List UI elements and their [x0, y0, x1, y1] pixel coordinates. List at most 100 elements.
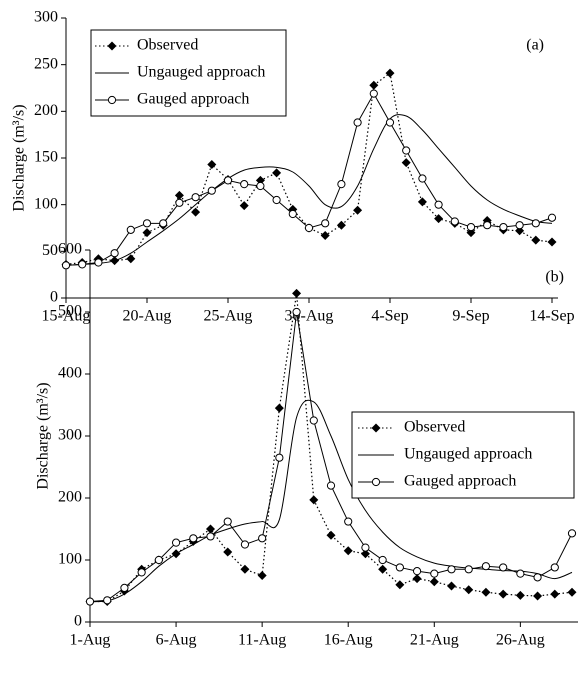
data-point	[369, 80, 379, 90]
legend-label: Gauged approach	[404, 473, 516, 490]
x-tick-label: 30-Aug	[285, 308, 334, 325]
data-point	[447, 565, 456, 574]
data-point	[137, 568, 146, 577]
legend-marker	[371, 423, 381, 433]
data-point	[61, 261, 71, 270]
data-point	[154, 555, 163, 565]
data-point	[126, 225, 135, 234]
data-point	[223, 517, 232, 526]
data-point	[159, 219, 168, 228]
data-point	[240, 540, 250, 549]
x-tick-label: 9-Sep	[452, 308, 489, 325]
legend-label: Observed	[137, 37, 198, 54]
data-point	[516, 569, 525, 578]
data-point	[378, 555, 387, 565]
data-point	[515, 221, 524, 230]
data-point	[429, 577, 439, 587]
x-tick-label: 11-Aug	[238, 632, 286, 649]
data-point	[547, 213, 557, 222]
data-point	[110, 249, 119, 258]
data-point	[481, 587, 491, 597]
data-point	[258, 534, 267, 543]
data-point	[533, 573, 542, 582]
data-point	[288, 209, 297, 219]
data-point	[207, 160, 217, 170]
panel-label: (b)	[545, 269, 564, 286]
data-point	[401, 158, 411, 168]
data-point	[240, 180, 249, 189]
panel-label: (a)	[526, 37, 544, 54]
y-tick-label: 600	[58, 241, 82, 258]
data-point	[369, 89, 378, 98]
data-point	[547, 237, 557, 247]
data-point	[385, 118, 395, 127]
data-point	[309, 495, 319, 505]
data-point	[412, 567, 422, 576]
data-point	[272, 168, 282, 178]
data-point	[466, 222, 476, 232]
data-point	[402, 146, 411, 155]
x-tick-label: 25-Aug	[204, 308, 253, 325]
data-point	[353, 205, 363, 215]
data-point	[533, 591, 543, 601]
data-point	[430, 569, 439, 578]
legend-label: Observed	[404, 419, 465, 436]
data-point	[418, 174, 427, 183]
legend-marker	[107, 95, 117, 105]
x-tick-label: 14-Sep	[529, 308, 574, 325]
data-point	[207, 186, 216, 195]
data-point	[417, 197, 427, 207]
data-point	[531, 235, 541, 245]
data-point	[240, 564, 250, 574]
y-tick-label: 300	[34, 9, 58, 26]
y-tick-label: 500	[58, 303, 82, 320]
data-point	[464, 565, 473, 574]
data-point	[531, 219, 540, 228]
data-point	[256, 181, 265, 191]
data-point	[239, 201, 249, 211]
data-point	[395, 580, 405, 590]
data-point	[272, 195, 281, 205]
data-point	[361, 543, 370, 552]
data-point	[292, 307, 301, 317]
y-tick-label: 250	[34, 55, 58, 72]
data-point	[326, 481, 336, 490]
data-point	[309, 416, 318, 425]
data-point	[320, 230, 330, 240]
data-point	[337, 180, 346, 189]
y-axis-label: Discharge (m³/s)	[11, 104, 28, 211]
data-point	[344, 517, 353, 526]
series-line	[90, 293, 573, 603]
y-axis-label: Discharge (m³/s)	[35, 382, 52, 489]
series-line	[65, 114, 553, 266]
data-point	[94, 258, 103, 267]
data-point	[206, 532, 215, 541]
data-point	[378, 564, 388, 574]
data-point	[326, 530, 336, 540]
data-point	[206, 524, 215, 534]
data-point	[321, 219, 330, 228]
series-line	[89, 399, 573, 603]
data-point	[567, 529, 577, 538]
x-tick-label: 26-Aug	[496, 632, 545, 649]
x-tick-label: 6-Aug	[156, 632, 197, 649]
data-point	[498, 589, 508, 599]
data-point	[78, 260, 87, 269]
x-tick-label: 1-Aug	[70, 632, 111, 649]
data-point	[336, 220, 346, 230]
data-point	[304, 223, 314, 233]
y-tick-label: 50	[42, 242, 58, 259]
y-tick-label: 0	[50, 289, 58, 306]
data-point	[275, 453, 284, 462]
y-tick-label: 100	[34, 195, 58, 212]
data-point	[103, 596, 112, 605]
legend-label: Ungauged approach	[137, 64, 265, 81]
x-tick-label: 4-Sep	[371, 308, 408, 325]
x-tick-label: 20-Aug	[123, 308, 172, 325]
data-point	[450, 217, 459, 226]
data-point	[447, 581, 456, 591]
series-line	[65, 92, 553, 266]
legend-marker	[371, 477, 381, 487]
x-tick-label: 16-Aug	[324, 632, 373, 649]
